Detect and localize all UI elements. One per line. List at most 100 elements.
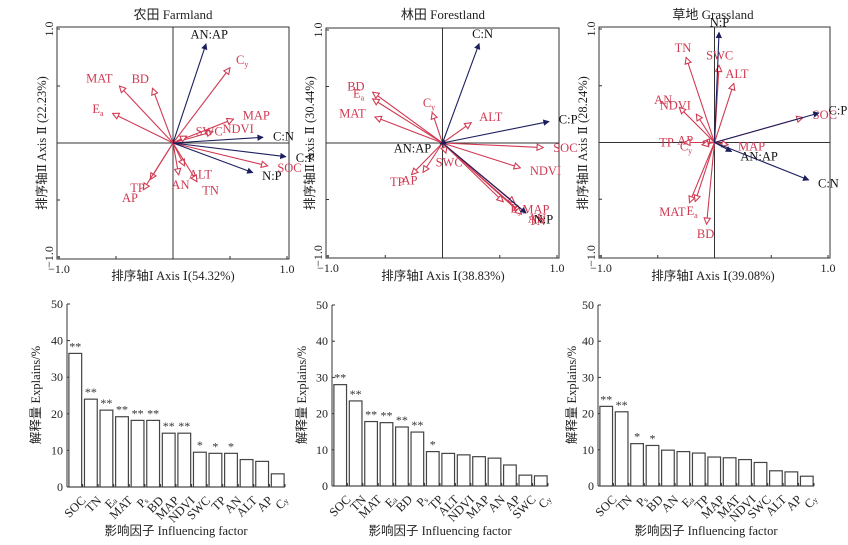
bar xyxy=(115,416,129,488)
explanatory-label: TP xyxy=(659,136,674,150)
explanatory-label: MAP xyxy=(243,108,270,122)
bar xyxy=(68,352,83,488)
rda-panel-forestland: 林田 Forestland 排序轴Ⅰ Axis Ⅰ(38.83%) 排序轴Ⅱ A… xyxy=(302,7,578,283)
significance-mark: ** xyxy=(147,406,159,420)
bar xyxy=(146,419,161,488)
bar xyxy=(364,420,378,487)
explanatory-arrow-an xyxy=(172,142,179,175)
response-arrow-c-n xyxy=(441,44,480,144)
explanatory-label: NDVI xyxy=(223,122,254,136)
response-label: C:P xyxy=(559,113,578,127)
explanatory-label: SOC xyxy=(553,141,577,155)
y-tick-label: 0 xyxy=(57,480,63,494)
bar xyxy=(270,473,285,488)
y-axis-label: 排序轴Ⅱ Axis Ⅱ (22.23%) xyxy=(34,76,49,210)
bar xyxy=(208,452,223,488)
plot-area: 01020304050**SOC**TN**MAT**Ea**BD**Ps*TP… xyxy=(316,298,553,524)
plot-area: 01020304050**SOC**TN**Ea**MAT**Ps**BD**M… xyxy=(51,297,291,525)
y-tick-label: 50 xyxy=(316,298,328,312)
explanatory-label: SWC xyxy=(436,156,463,170)
explanatory-label: Cy xyxy=(680,140,692,156)
explanatory-label: AN xyxy=(654,93,672,107)
y-tick-label: 40 xyxy=(51,334,63,348)
bar xyxy=(707,456,722,487)
y-tick-label: 20 xyxy=(582,407,594,421)
y-tick-label: 50 xyxy=(51,297,63,311)
explanatory-arrow-tn xyxy=(686,57,716,143)
explanatory-label: AN xyxy=(528,212,546,226)
bar xyxy=(379,422,394,487)
x-axis-label: 排序轴Ⅰ Axis Ⅰ(39.08%) xyxy=(651,268,774,283)
category-label: TN xyxy=(83,493,105,515)
bar xyxy=(769,470,783,487)
response-label: AN:AP xyxy=(740,149,778,163)
category-label: TN xyxy=(613,492,635,514)
explanatory-label: TP xyxy=(130,181,145,195)
bar xyxy=(533,475,548,487)
y-tick-label: 0 xyxy=(322,479,328,493)
explanatory-arrow-ndvi xyxy=(696,114,715,143)
y-tick-label: 10 xyxy=(51,443,63,457)
explanatory-label: SWC xyxy=(706,48,733,62)
explanatory-label: TN xyxy=(529,214,546,228)
significance-mark: * xyxy=(228,439,234,453)
explanatory-label: AP xyxy=(402,174,418,188)
explanatory-arrow-alt xyxy=(442,123,472,144)
bar xyxy=(333,384,348,487)
bar xyxy=(661,449,675,487)
explanatory-arrow-alt xyxy=(713,83,734,143)
y-tick-label: 20 xyxy=(51,407,63,421)
explanatory-arrow-cy xyxy=(432,112,444,144)
category-label: Cy xyxy=(272,493,291,512)
response-arrow-n-p xyxy=(442,142,527,213)
explanatory-label: Ea xyxy=(92,102,104,118)
explanatory-label: ALT xyxy=(479,110,503,124)
x-axis-label: 影响因子 Influencing factor xyxy=(634,523,778,538)
explanatory-label: TN xyxy=(675,41,692,55)
explanatory-arrow-bd xyxy=(373,92,443,144)
response-label: N:P xyxy=(262,169,282,183)
y-tick-label: −1.0 xyxy=(311,245,325,267)
bar xyxy=(348,400,363,487)
response-label: N:P xyxy=(710,15,730,29)
explanatory-label: MAP xyxy=(738,139,765,153)
explanatory-label: MAT xyxy=(659,205,686,219)
explanatory-arrow-ap xyxy=(143,142,174,190)
bar xyxy=(630,443,644,487)
explanatory-arrow-tn xyxy=(442,142,522,214)
significance-mark: * xyxy=(212,439,218,453)
response-label: C:N xyxy=(472,27,493,41)
plot-area: 01020304050**SOC**TN*Ps*BDANEaTPMAPMATND… xyxy=(582,298,819,524)
explanatory-arrow-bd xyxy=(152,88,174,144)
explanatory-arrow-ea xyxy=(695,142,716,202)
significance-mark: ** xyxy=(411,418,423,432)
bar xyxy=(599,405,614,487)
category-label: AN xyxy=(659,492,682,515)
significance-mark: * xyxy=(634,430,640,444)
explanatory-arrow-bd xyxy=(707,142,716,225)
x-axis-label: 影响因子 Influencing factor xyxy=(368,523,512,538)
bar xyxy=(192,451,207,488)
explanatory-arrow-cy xyxy=(172,68,230,144)
bar-panel-grassland: 解释量 Explains/% 影响因子 Influencing factor 0… xyxy=(565,298,819,538)
bar-panel-forestland: 解释量 Explains/% 影响因子 Influencing factor 0… xyxy=(295,298,553,538)
response-arrow-n-p xyxy=(713,32,720,143)
explanatory-arrow-swc xyxy=(443,142,446,153)
explanatory-label: ALT xyxy=(725,67,749,81)
response-arrow-an-ap xyxy=(440,143,442,145)
y-tick-label: 20 xyxy=(316,407,328,421)
bar xyxy=(518,474,533,487)
bar xyxy=(738,458,752,487)
significance-mark: * xyxy=(650,431,656,445)
response-arrow-c-n xyxy=(714,141,809,180)
bar xyxy=(503,464,517,487)
y-tick-label: 30 xyxy=(316,370,328,384)
explanatory-label: TP xyxy=(390,175,405,189)
y-tick-label: −1.0 xyxy=(584,245,598,267)
explanatory-label: BD xyxy=(132,72,149,86)
explanatory-label: BD xyxy=(697,227,714,241)
y-axis-label: 解释量 Explains/% xyxy=(29,346,43,444)
y-axis-label: 解释量 Explains/% xyxy=(295,346,309,444)
significance-mark: ** xyxy=(100,396,112,410)
